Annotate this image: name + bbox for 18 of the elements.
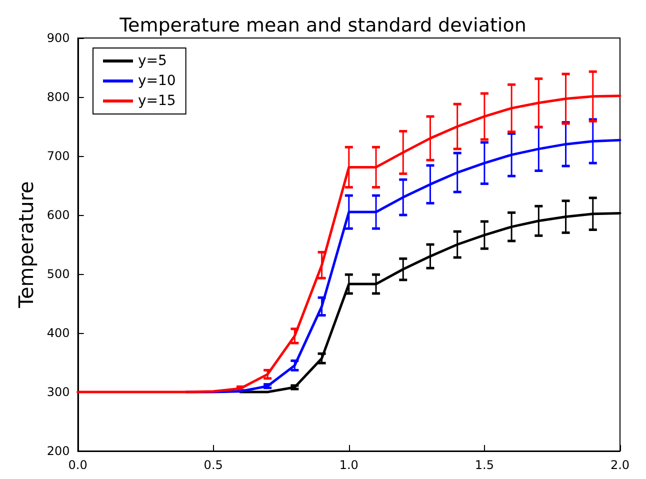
y-tick-label: 500 — [46, 267, 70, 281]
y-tick-label: 600 — [46, 208, 70, 222]
legend-label: y=5 — [138, 53, 167, 69]
y-tick-label: 200 — [46, 444, 70, 458]
y-tick-label: 900 — [46, 31, 70, 45]
y-tick-label: 800 — [46, 90, 70, 104]
y-axis-title: Temperature — [14, 181, 38, 309]
x-tick-label: 0.0 — [68, 458, 88, 472]
chart-title: Temperature mean and standard deviation — [118, 14, 526, 36]
x-tick-label: 0.5 — [204, 458, 223, 472]
x-tick-label: 1.0 — [339, 458, 358, 472]
y-tick-label: 400 — [46, 326, 70, 340]
x-tick-label: 1.5 — [474, 458, 494, 472]
legend-label: y=10 — [138, 73, 176, 89]
y-tick-label: 700 — [46, 149, 70, 163]
legend-label: y=15 — [138, 93, 176, 109]
x-tick-label: 2.0 — [610, 458, 630, 472]
y-tick-label: 300 — [46, 385, 70, 399]
